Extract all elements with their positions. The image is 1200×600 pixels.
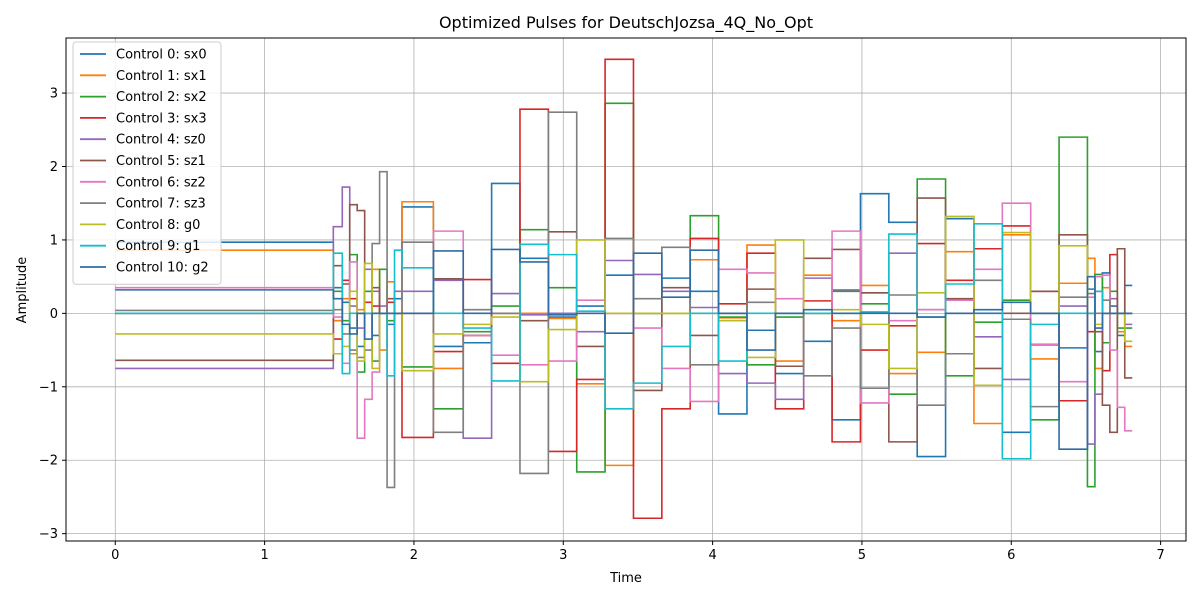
legend-entry-label: Control 7: sz3 — [116, 197, 206, 212]
axis-ticks: 0 1 2 3 4 5 6 7 −3 −2 −1 0 1 2 3 — [39, 87, 1165, 563]
y-tick-label: 0 — [50, 307, 58, 322]
legend-entry-label: Control 8: g0 — [116, 218, 200, 233]
series-line-9 — [115, 222, 1133, 460]
x-tick-label: 0 — [111, 548, 119, 563]
y-tick-label: −2 — [39, 454, 58, 469]
y-tick-label: 2 — [50, 160, 58, 175]
y-axis-label: Amplitude — [15, 257, 30, 324]
series-line-5 — [115, 197, 1133, 443]
legend-entry-label: Control 6: sz2 — [116, 175, 206, 190]
legend-entry-label: Control 0: sx0 — [116, 48, 207, 63]
chart-title: Optimized Pulses for DeutschJozsa_4Q_No_… — [439, 13, 813, 33]
x-tick-label: 3 — [559, 548, 567, 563]
x-tick-label: 4 — [708, 548, 716, 563]
legend-entry-label: Control 9: g1 — [116, 239, 200, 254]
legend-entry-label: Control 4: sz0 — [116, 133, 206, 148]
legend-entry-label: Control 5: sz1 — [116, 154, 206, 169]
series-line-4 — [115, 186, 1133, 445]
series-line-1 — [115, 200, 1133, 467]
x-tick-label: 1 — [260, 548, 268, 563]
x-tick-label: 6 — [1007, 548, 1015, 563]
series-line-3 — [115, 58, 1133, 520]
legend-box — [72, 41, 222, 285]
legend-entry-label: Control 3: sx3 — [116, 111, 207, 126]
legend-entry-label: Control 1: sx1 — [116, 69, 207, 84]
series-lines — [115, 58, 1133, 520]
legend-entry-label: Control 10: g2 — [116, 261, 209, 276]
series-line-2 — [115, 102, 1133, 488]
legend-entry-label: Control 2: sx2 — [116, 90, 207, 105]
x-tick-label: 7 — [1156, 548, 1164, 563]
series-line-10 — [115, 248, 1133, 451]
y-tick-label: −1 — [39, 380, 58, 395]
x-axis-label: Time — [609, 571, 642, 586]
x-tick-label: 5 — [858, 548, 866, 563]
y-tick-label: 1 — [50, 233, 58, 248]
x-tick-label: 2 — [410, 548, 418, 563]
legend: Control 0: sx0 Control 1: sx1 Control 2: s… — [72, 41, 222, 285]
y-tick-label: 3 — [50, 87, 58, 102]
series-line-6 — [115, 202, 1133, 439]
plot-frame — [65, 37, 1187, 542]
y-tick-label: −3 — [39, 527, 58, 542]
series-line-7 — [115, 111, 1133, 489]
